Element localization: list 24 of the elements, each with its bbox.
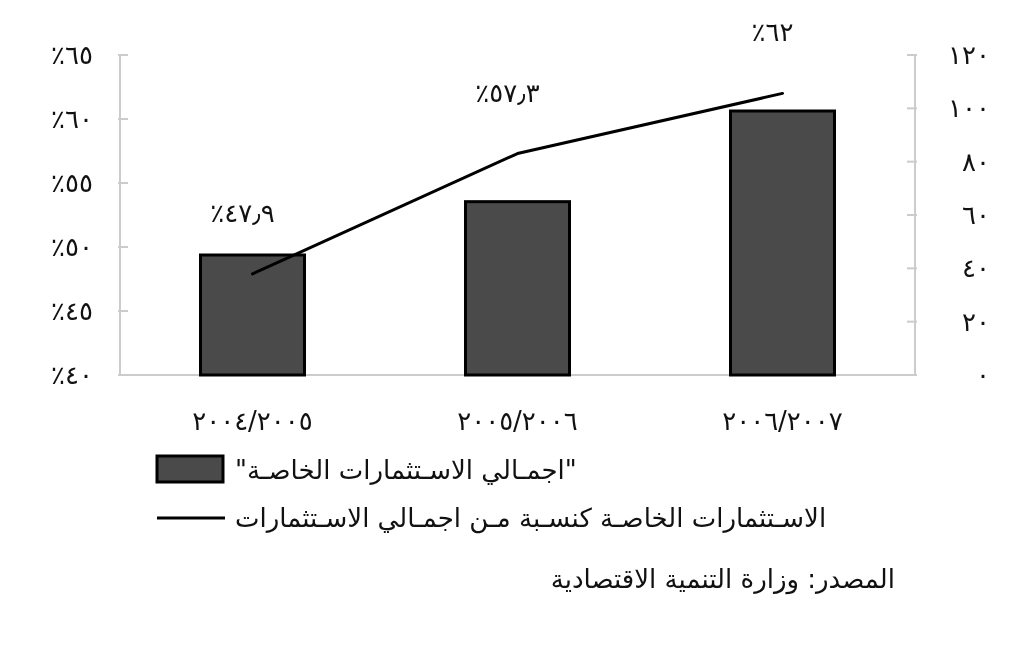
y-tick-label: ٪٤٥	[51, 296, 93, 326]
x-tick-label: ٢٠٠٤/٢٠٠٥	[192, 406, 313, 436]
y2-tick-label: ١٠٠	[948, 93, 990, 124]
y-tick-label: ٪٥٠	[51, 232, 93, 262]
bar	[464, 200, 571, 377]
bar	[729, 109, 836, 377]
x-tick-label: ٢٠٠٦/٢٠٠٧	[722, 406, 843, 436]
y-tick-label: ٪٦٥	[51, 40, 93, 70]
legend-label: "اجمـالي الاسـتثمارات الخاصـة"	[235, 455, 577, 485]
data-label: ٪٥٧٫٣	[475, 77, 540, 108]
annotation: المصدر: وزارة التنمية الاقتصادية	[550, 564, 895, 594]
y-tick-label: ٪٦٠	[51, 104, 93, 134]
y2-tick-label: ٨٠	[962, 146, 990, 177]
data-label: ٪٦٢	[751, 17, 794, 48]
data-label: ٪٤٧٫٩	[210, 197, 275, 228]
y2-tick-label: ١٢٠	[948, 40, 990, 70]
y2-tick-label: ٤٠	[962, 253, 990, 284]
legend-label: الاسـتثمارات الخاصـة كنسـبة مـن اجمـالي الاسـتثمارات	[235, 503, 827, 534]
y-tick-label: ٪٥٥	[51, 168, 93, 198]
y2-tick-label: ٦٠	[962, 200, 990, 230]
x-tick-label: ٢٠٠٥/٢٠٠٦	[457, 406, 578, 436]
y2-tick-label: ٢٠	[962, 306, 990, 337]
y2-tick-label: ٠	[976, 360, 990, 390]
y-tick-label: ٪٤٠	[51, 360, 93, 390]
